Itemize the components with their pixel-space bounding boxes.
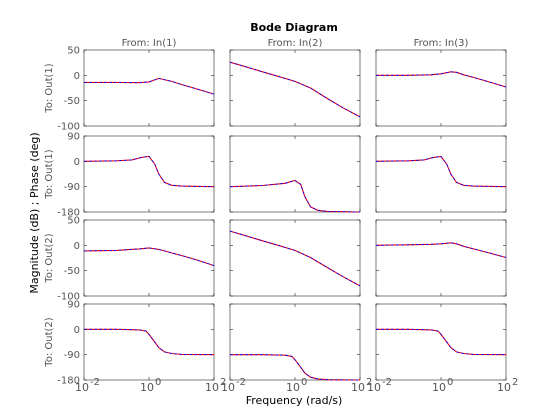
x-tick-label: 10 — [221, 381, 235, 394]
x-tick-exponent: 2 — [220, 377, 226, 388]
series-line-blue — [83, 155, 215, 188]
y-axis-label: Magnitude (dB) ; Phase (deg) — [28, 132, 41, 293]
axes-box — [375, 49, 507, 127]
column-labels: From: In(1) From: In(2) From: In(3) — [122, 38, 469, 49]
x-tick-exponent: -2 — [90, 377, 100, 388]
axes-box — [375, 303, 507, 381]
series-line-blue — [376, 71, 507, 88]
subplot-r1-c1 — [229, 135, 361, 213]
series-line-blue — [230, 354, 361, 381]
subplot-r1-c2 — [375, 135, 507, 213]
chart-title: Bode Diagram — [250, 21, 338, 34]
y-tick-label: 50 — [67, 216, 80, 227]
x-tick-label: 10 — [140, 381, 154, 394]
x-tick-exponent: 2 — [512, 377, 518, 388]
subplot-r0-c2 — [375, 49, 507, 127]
axes-box — [375, 135, 507, 213]
y-tick-label: 90 — [67, 132, 80, 143]
y-tick-label: 0 — [74, 71, 80, 82]
axes-box — [375, 219, 507, 297]
x-tick-label: 10 — [351, 381, 365, 394]
row-label: To: Out(1) — [44, 149, 55, 199]
y-tick-label: -50 — [64, 266, 80, 277]
y-tick-label: 50 — [67, 46, 80, 57]
x-tick-exponent: -2 — [236, 377, 246, 388]
y-tick-label: 0 — [74, 157, 80, 168]
y-tick-label: -50 — [64, 96, 80, 107]
axes-box — [83, 135, 215, 213]
subplot-r0-c1 — [229, 49, 361, 127]
axes-box — [83, 219, 215, 297]
x-tick-exponent: 0 — [301, 377, 307, 388]
y-tick-label: -180 — [57, 376, 80, 387]
y-tick-label: -180 — [57, 208, 80, 219]
subplot-r3-c2 — [375, 303, 507, 381]
subplot-r2-c0: 50 0 -50 -100 — [57, 216, 215, 303]
column-label: From: In(2) — [268, 38, 323, 49]
x-tick-label: 10 — [205, 381, 219, 394]
row-labels: To: Out(1) To: Out(1) To: Out(2) To: Out(2) — [44, 63, 55, 367]
y-tick-label: -90 — [64, 350, 80, 361]
axes-box — [83, 303, 215, 381]
row-label: To: Out(2) — [44, 233, 55, 283]
axes-box — [229, 49, 361, 127]
x-tick-exponent: 2 — [366, 377, 372, 388]
axes-box — [229, 135, 361, 213]
y-tick-label: 0 — [74, 325, 80, 336]
row-label: To: Out(2) — [44, 317, 55, 367]
x-tick-exponent: -2 — [382, 377, 392, 388]
series-line-blue — [84, 328, 215, 356]
y-tick-label: 90 — [67, 300, 80, 311]
series-line-blue — [376, 328, 507, 356]
subplot-r1-c0: 90 0 -90 -180 — [57, 132, 215, 219]
series-line-blue — [229, 61, 361, 118]
y-tick-label: -90 — [64, 182, 80, 193]
x-tick-exponent: 0 — [447, 377, 453, 388]
series-line-blue — [375, 242, 507, 258]
column-label: From: In(1) — [122, 38, 177, 49]
subplot-r3-c1 — [229, 303, 361, 381]
series-line-blue — [375, 156, 507, 188]
series-line-blue — [229, 230, 361, 287]
x-tick-label: 10 — [75, 381, 89, 394]
y-tick-label: -100 — [57, 292, 80, 303]
row-label: To: Out(1) — [44, 63, 55, 113]
axes-box — [229, 219, 361, 297]
subplot-r3-c0: 90 0 -90 -180 — [57, 300, 215, 387]
y-tick-label: 0 — [74, 241, 80, 252]
x-tick-exponent: 0 — [155, 377, 161, 388]
x-tick-label: 10 — [497, 381, 511, 394]
x-tick-label: 10 — [286, 381, 300, 394]
subplot-r2-c1 — [229, 219, 361, 297]
x-tick-label: 10 — [367, 381, 381, 394]
series-line-blue — [84, 77, 215, 95]
subplot-r2-c2 — [375, 219, 507, 297]
x-axis-label: Frequency (rad/s) — [246, 394, 343, 407]
x-tick-labels: 10 -2 10 0 10 210 -2 10 0 10 210 -2 10 0 10 2 — [75, 377, 518, 394]
series-line-blue — [83, 247, 215, 266]
y-tick-label: -100 — [57, 122, 80, 133]
column-label: From: In(3) — [414, 38, 469, 49]
axes-box — [229, 303, 361, 381]
x-tick-label: 10 — [432, 381, 446, 394]
series-line-red — [229, 179, 361, 213]
